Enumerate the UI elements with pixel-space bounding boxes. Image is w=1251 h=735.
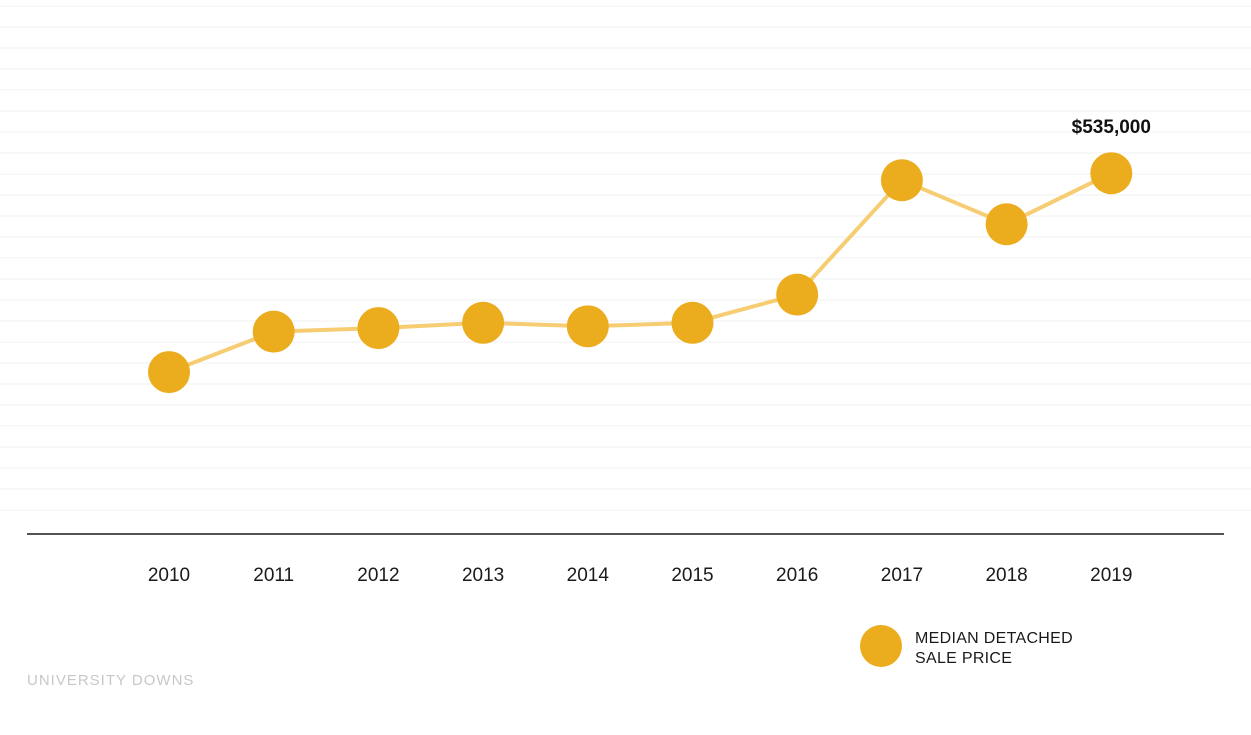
data-point-2015 [671, 301, 714, 344]
data-point-2010 [148, 351, 190, 394]
x-tick-label-2011: 2011 [253, 565, 294, 586]
data-point-2014 [566, 305, 609, 348]
legend-label-line-1: MEDIAN DETACHED [915, 630, 1073, 647]
legend-marker-icon [860, 625, 902, 667]
legend-label-line-2: SALE PRICE [915, 650, 1012, 667]
data-point-2016 [776, 273, 819, 316]
series-line-median-detached-sale-price [167, 171, 1114, 375]
data-label-2019: $535,000 [1072, 117, 1151, 138]
data-point-2017 [880, 159, 923, 202]
x-tick-label-2013: 2013 [462, 565, 504, 586]
x-tick-label-2014: 2014 [567, 565, 610, 586]
data-point-2018 [985, 203, 1028, 246]
x-axis-tick-labels: 2010 2011 2012 2013 2014 2015 2016 2017 2018 2019 [148, 565, 1133, 586]
data-point-2013 [462, 301, 505, 344]
watermark-neighbourhood-name: UNIVERSITY DOWNS [27, 672, 194, 689]
x-tick-label-2012: 2012 [357, 565, 399, 586]
legend: MEDIAN DETACHED SALE PRICE [860, 625, 1073, 667]
x-tick-label-2015: 2015 [671, 565, 713, 586]
series-points [148, 152, 1133, 394]
x-tick-label-2018: 2018 [985, 565, 1027, 586]
data-point-2011 [252, 310, 295, 353]
data-point-2019 [1090, 152, 1133, 195]
x-tick-label-2019: 2019 [1090, 565, 1132, 586]
x-tick-label-2010: 2010 [148, 565, 190, 586]
data-point-2012 [357, 307, 400, 350]
x-tick-label-2016: 2016 [776, 565, 818, 586]
grid-lines [0, 5, 1251, 511]
x-tick-label-2017: 2017 [881, 565, 923, 586]
